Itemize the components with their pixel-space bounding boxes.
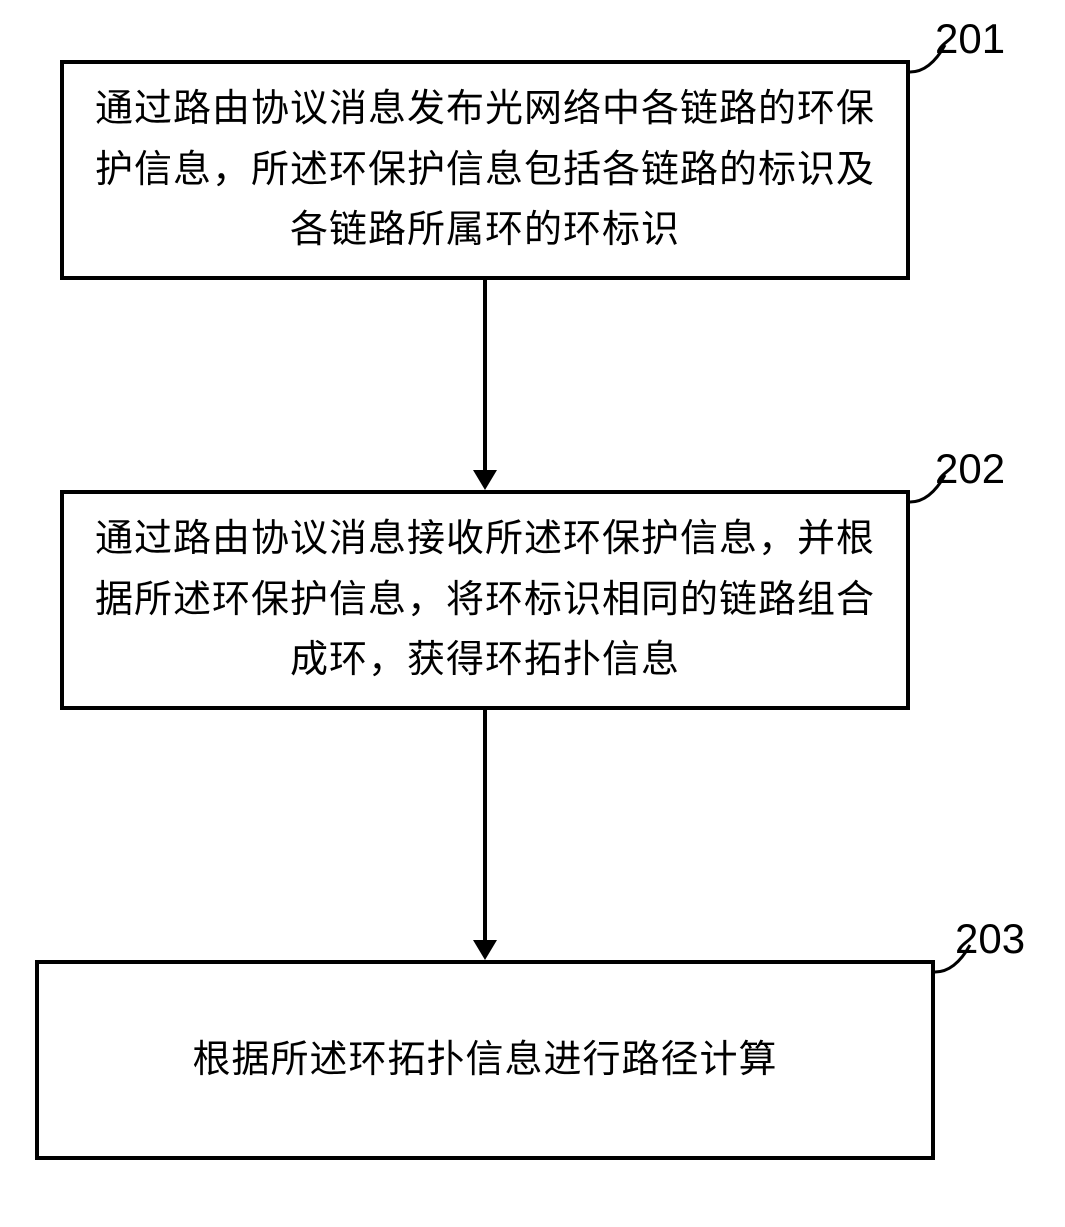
node-text: 通过路由协议消息接收所述环保护信息，并根据所述环保护信息，将环标识相同的链路组合… [94,509,876,691]
arrow-202-203 [465,710,505,965]
flowchart-node-202: 通过路由协议消息接收所述环保护信息，并根据所述环保护信息，将环标识相同的链路组合… [60,490,910,710]
flowchart-node-203: 根据所述环拓扑信息进行路径计算 [35,960,935,1160]
node-label-201: 201 [935,15,1005,63]
node-text: 根据所述环拓扑信息进行路径计算 [192,1030,777,1091]
arrow-201-202 [465,280,505,495]
node-text: 通过路由协议消息发布光网络中各链路的环保护信息，所述环保护信息包括各链路的标识及… [94,79,876,261]
node-label-202: 202 [935,445,1005,493]
flowchart-container: 通过路由协议消息发布光网络中各链路的环保护信息，所述环保护信息包括各链路的标识及… [0,0,1065,1227]
node-label-203: 203 [955,915,1025,963]
flowchart-node-201: 通过路由协议消息发布光网络中各链路的环保护信息，所述环保护信息包括各链路的标识及… [60,60,910,280]
